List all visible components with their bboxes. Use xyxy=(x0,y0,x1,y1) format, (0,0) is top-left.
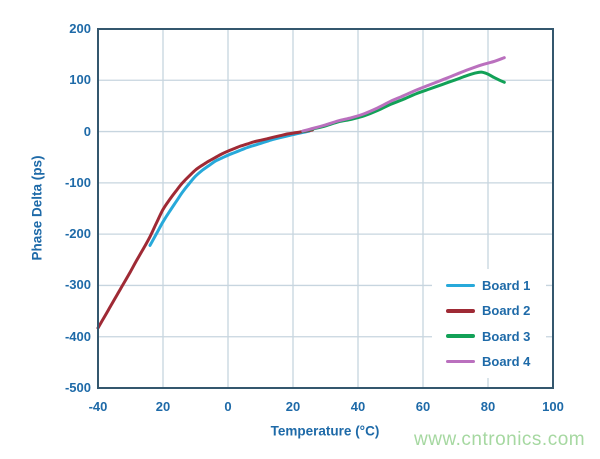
y-tick-label: -300 xyxy=(64,277,91,293)
legend-swatch xyxy=(446,283,475,288)
legend-item-board-2: Board 2 xyxy=(446,303,546,318)
legend-item-board-1: Board 1 xyxy=(446,278,546,293)
legend-label: Board 2 xyxy=(482,303,531,319)
y-tick-label: -400 xyxy=(64,328,91,344)
y-axis-title: Phase Delta (ps) xyxy=(29,155,45,261)
legend-label: Board 1 xyxy=(482,278,531,294)
legend-swatch xyxy=(446,334,475,338)
x-tick-label: 60 xyxy=(415,399,431,414)
x-tick-label: 40 xyxy=(350,399,366,414)
legend-swatch xyxy=(446,359,475,364)
x-tick-label: 20 xyxy=(155,399,171,414)
x-tick-label: 20 xyxy=(285,399,301,414)
x-tick-label: -40 xyxy=(88,399,108,414)
legend-item-board-4: Board 4 xyxy=(446,354,546,369)
y-tick-label: -100 xyxy=(64,174,91,190)
x-tick-label: 100 xyxy=(542,399,564,414)
y-tick-label: 200 xyxy=(69,21,91,36)
x-axis-title: Temperature (°C) xyxy=(270,423,380,439)
x-tick-label: 80 xyxy=(480,399,496,414)
legend-label: Board 4 xyxy=(482,353,531,369)
series-board-1-line xyxy=(148,129,311,247)
legend-label: Board 3 xyxy=(482,328,531,344)
legend: Board 1 Board 2 Board 3 Board 4 xyxy=(432,269,546,378)
y-tick-label: 0 xyxy=(83,123,91,139)
y-tick-label: -200 xyxy=(64,226,91,242)
series-board-2-line xyxy=(96,128,314,330)
series-board-4-line xyxy=(301,56,506,133)
y-tick-label: 100 xyxy=(69,72,91,88)
watermark-text: www.cntronics.com xyxy=(414,429,586,450)
x-tick-label: 0 xyxy=(224,399,232,414)
plot-frame xyxy=(97,28,554,389)
legend-item-board-3: Board 3 xyxy=(446,329,546,344)
y-tick-label: -500 xyxy=(64,380,91,395)
legend-swatch xyxy=(446,309,475,313)
